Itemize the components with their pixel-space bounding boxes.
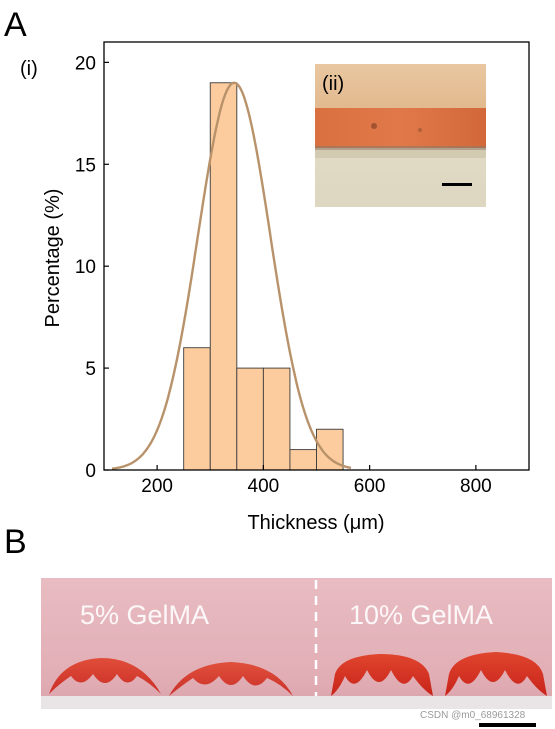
photo-scale-bar [479, 723, 536, 727]
y-axis-label: Percentage (%) [42, 189, 64, 328]
histogram-bar-3 [236, 367, 264, 471]
y-tick-label: 0 [85, 461, 96, 482]
gel-sample-5-b [169, 662, 293, 696]
x-axis-ticks: 200 400 600 800 [141, 465, 492, 497]
label-5-percent-gelma: 5% GelMA [80, 600, 210, 630]
x-tick-label: 800 [460, 476, 492, 497]
gel-sample-10-a [331, 654, 433, 696]
watermark-text: CSDN @m0_68961328 [420, 710, 526, 721]
x-tick-label: 200 [141, 476, 173, 497]
panel-letter-a: A [4, 6, 27, 44]
gel-sample-10-b [445, 652, 547, 696]
histogram-bar-1 [183, 347, 211, 471]
label-10-percent-gelma: 10% GelMA [349, 600, 494, 630]
y-tick-label: 10 [75, 257, 96, 278]
panel-letter-b: B [4, 523, 27, 561]
subpanel-label-ii: (ii) [322, 73, 344, 95]
histogram-bar-4 [262, 367, 291, 471]
subpanel-label-i: (i) [20, 58, 38, 80]
x-tick-label: 600 [354, 476, 386, 497]
histogram-figure: 200 400 600 800 0 5 10 15 20 (i) Thickness (μm)… [20, 41, 530, 534]
histogram-bar-5 [289, 449, 317, 471]
y-tick-label: 20 [75, 53, 96, 74]
y-tick-label: 15 [75, 155, 96, 176]
inset-micrograph: (ii) [315, 64, 486, 207]
inset-scale-bar [442, 183, 472, 186]
y-axis-ticks: 0 5 10 15 20 [75, 53, 109, 482]
gel-sample-5-a [49, 658, 161, 694]
x-tick-label: 400 [248, 476, 280, 497]
gaussian-fit-curve [111, 81, 352, 470]
histogram-bars [183, 82, 344, 471]
y-tick-label: 5 [85, 359, 96, 380]
x-axis-label: Thickness (μm) [247, 512, 384, 534]
gelma-photo [41, 578, 552, 709]
plot-frame [103, 41, 530, 471]
